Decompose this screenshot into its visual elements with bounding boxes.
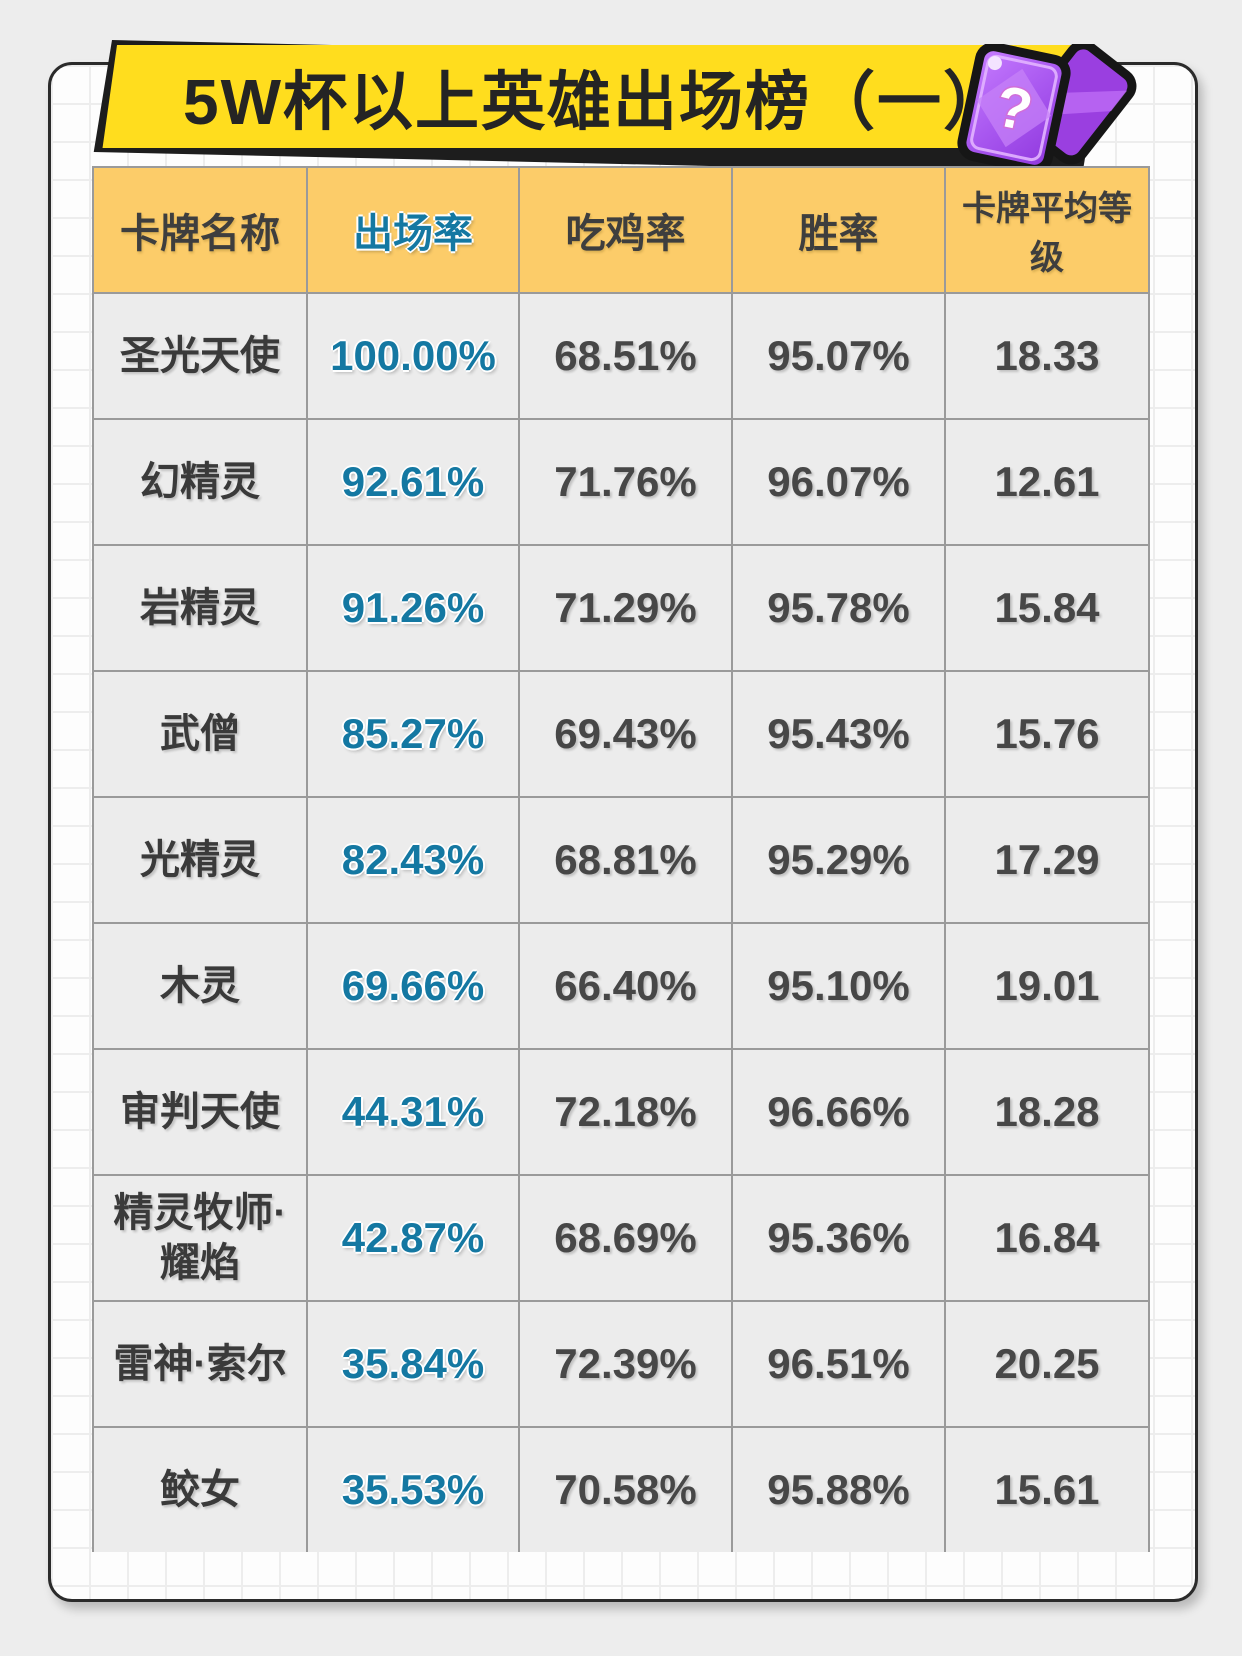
cell-win-rate: 95.88% [733, 1428, 946, 1552]
table-row: 武僧 85.27% 69.43% 95.43% 15.76 [94, 672, 1148, 798]
question-cards-icon: ? [957, 44, 1137, 166]
cell-win-rate: 95.43% [733, 672, 946, 796]
cell-appearance-rate: 44.31% [308, 1050, 520, 1174]
table-row: 审判天使 44.31% 72.18% 96.66% 18.28 [94, 1050, 1148, 1176]
cell-chicken-rate: 68.81% [520, 798, 733, 922]
cell-avg-level: 15.61 [994, 1465, 1100, 1513]
table-row: 圣光天使 100.00% 68.51% 95.07% 18.33 [94, 294, 1148, 420]
cell-win-rate: 96.66% [733, 1050, 946, 1174]
cell-appearance-rate: 100.00% [308, 294, 520, 418]
cell-appearance-rate: 69.66% [308, 924, 520, 1048]
cell-card-name: 岩精灵 [94, 546, 308, 670]
cell-chicken-rate: 66.40% [520, 924, 733, 1048]
cell-avg-level: 18.33 [994, 331, 1100, 379]
table-row: 雷神·索尔 35.84% 72.39% 96.51% 20.25 [94, 1302, 1148, 1428]
header-card-name: 卡牌名称 [94, 168, 308, 292]
cell-card-name: 精灵牧师·耀焰 [94, 1176, 308, 1300]
table-row: 幻精灵 92.61% 71.76% 96.07% 12.61 [94, 420, 1148, 546]
cell-win-rate: 95.78% [733, 546, 946, 670]
cell-chicken-rate: 71.29% [520, 546, 733, 670]
cell-avg-level: 12.61 [994, 457, 1100, 505]
table-body: 圣光天使 100.00% 68.51% 95.07% 18.33 幻精灵 92.… [94, 294, 1148, 1552]
cell-win-rate: 95.29% [733, 798, 946, 922]
cell-appearance-rate: 42.87% [308, 1176, 520, 1300]
page-title: 5W杯以上英雄出场榜（一） [183, 65, 1009, 138]
cell-avg-level: 16.84 [994, 1213, 1100, 1261]
stats-table: 卡牌名称 出场率 吃鸡率 胜率 卡牌平均等级 圣光天使 100.00% 68.5… [92, 166, 1150, 1552]
cell-win-rate: 95.36% [733, 1176, 946, 1300]
cell-avg-level: 17.29 [994, 835, 1100, 883]
cell-avg-level: 18.28 [994, 1087, 1100, 1135]
table-row: 岩精灵 91.26% 71.29% 95.78% 15.84 [94, 546, 1148, 672]
table-row: 鲛女 35.53% 70.58% 95.88% 15.61 [94, 1428, 1148, 1552]
cell-avg-level: 15.76 [994, 709, 1100, 757]
cell-card-name: 圣光天使 [94, 294, 308, 418]
cell-card-name: 雷神·索尔 [94, 1302, 308, 1426]
cell-win-rate: 96.07% [733, 420, 946, 544]
cell-win-rate: 96.51% [733, 1302, 946, 1426]
cell-appearance-rate: 91.26% [308, 546, 520, 670]
cell-chicken-rate: 68.51% [520, 294, 733, 418]
table-row: 光精灵 82.43% 68.81% 95.29% 17.29 [94, 798, 1148, 924]
header-win-rate: 胜率 [733, 168, 946, 292]
table-row: 精灵牧师·耀焰 42.87% 68.69% 95.36% 16.84 [94, 1176, 1148, 1302]
cell-avg-level: 19.01 [994, 961, 1100, 1009]
cell-appearance-rate: 82.43% [308, 798, 520, 922]
cell-chicken-rate: 72.39% [520, 1302, 733, 1426]
cell-chicken-rate: 72.18% [520, 1050, 733, 1174]
cell-chicken-rate: 69.43% [520, 672, 733, 796]
cell-appearance-rate: 35.84% [308, 1302, 520, 1426]
cell-appearance-rate: 35.53% [308, 1428, 520, 1552]
cell-card-name: 审判天使 [94, 1050, 308, 1174]
cell-chicken-rate: 70.58% [520, 1428, 733, 1552]
cell-card-name: 武僧 [94, 672, 308, 796]
cell-card-name: 幻精灵 [94, 420, 308, 544]
cell-card-name: 光精灵 [94, 798, 308, 922]
cell-appearance-rate: 85.27% [308, 672, 520, 796]
cell-avg-level: 20.25 [994, 1339, 1100, 1387]
cell-card-name: 木灵 [94, 924, 308, 1048]
header-avg-level: 卡牌平均等级 [962, 190, 1132, 277]
cell-chicken-rate: 68.69% [520, 1176, 733, 1300]
table-row: 木灵 69.66% 66.40% 95.10% 19.01 [94, 924, 1148, 1050]
header-appearance-rate: 出场率 [308, 168, 520, 292]
cell-appearance-rate: 92.61% [308, 420, 520, 544]
cell-win-rate: 95.07% [733, 294, 946, 418]
cell-card-name: 鲛女 [94, 1428, 308, 1552]
cell-avg-level: 15.84 [994, 583, 1100, 631]
header-chicken-rate: 吃鸡率 [520, 168, 733, 292]
cell-win-rate: 95.10% [733, 924, 946, 1048]
cell-chicken-rate: 71.76% [520, 420, 733, 544]
table-header-row: 卡牌名称 出场率 吃鸡率 胜率 卡牌平均等级 [94, 168, 1148, 294]
